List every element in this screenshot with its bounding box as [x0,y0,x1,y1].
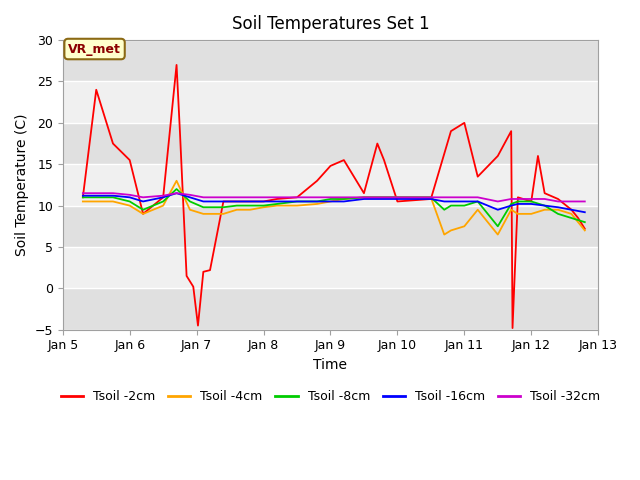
Bar [63,164,598,205]
Bar [63,123,598,164]
Legend: Tsoil -2cm, Tsoil -4cm, Tsoil -8cm, Tsoil -16cm, Tsoil -32cm: Tsoil -2cm, Tsoil -4cm, Tsoil -8cm, Tsoi… [56,385,605,408]
Bar [63,247,598,288]
Text: VR_met: VR_met [68,43,121,56]
Bar [63,40,598,82]
Title: Soil Temperatures Set 1: Soil Temperatures Set 1 [232,15,429,33]
Y-axis label: Soil Temperature (C): Soil Temperature (C) [15,114,29,256]
X-axis label: Time: Time [314,358,348,372]
Bar [63,205,598,247]
Bar [63,288,598,330]
Bar [63,82,598,123]
